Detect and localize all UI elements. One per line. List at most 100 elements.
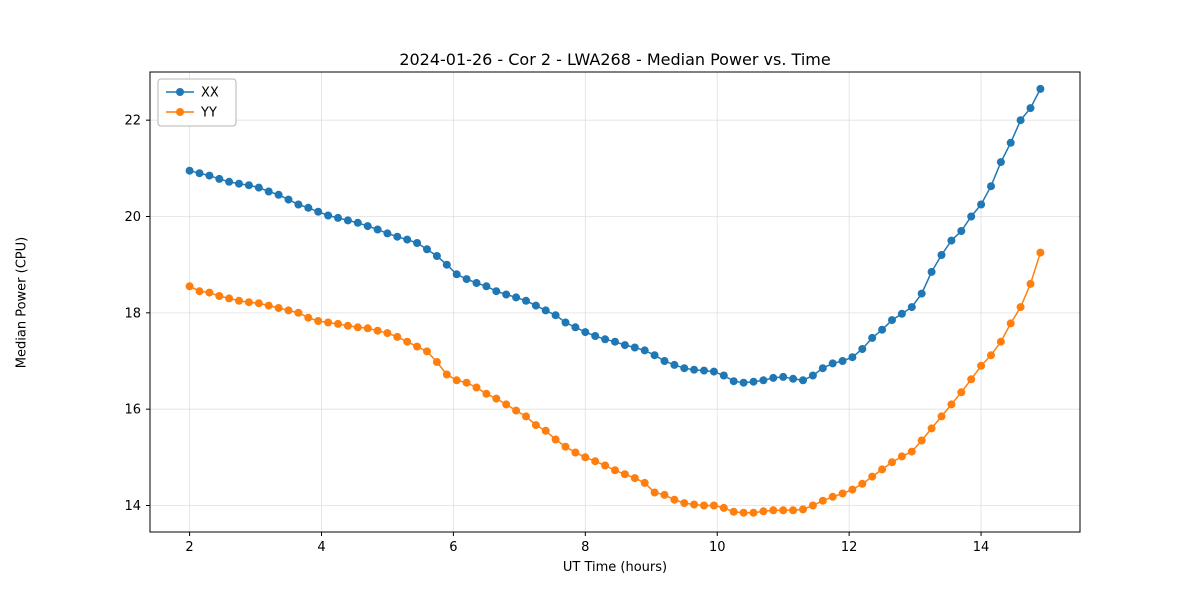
series-yy-point [482,389,491,398]
series-yy-point [700,501,708,510]
series-yy-point [304,313,313,322]
series-yy-point [878,465,887,474]
series-xx-point [601,335,610,344]
legend-box [157,78,237,127]
series-yy-point [749,508,758,517]
series-yy-point [343,321,352,330]
series-yy-point [799,505,807,514]
series-xx-point [789,374,798,383]
series-yy-point [838,489,847,498]
series-yy-point [423,347,431,356]
series-yy-point [848,485,857,494]
series-xx-point [294,200,303,209]
series-xx-point [195,169,204,178]
series-xx-point [917,289,926,298]
series-yy-point [324,318,333,327]
series-xx-point [630,343,639,352]
series-xx-point [235,179,243,188]
series-xx-point [947,236,956,245]
series-xx-point [442,260,451,269]
series-xx-point [215,174,224,183]
y-tick-label: 16 [124,403,141,418]
series-xx-point [264,187,273,196]
series-yy-point [967,375,976,384]
series-yy-point [195,287,204,296]
series-xx-point [927,267,936,276]
series-yy-point [284,306,293,315]
x-tick-label: 2 [185,540,193,555]
series-yy-point [868,472,877,481]
series-xx-point [660,357,669,365]
series-xx-point [620,341,629,350]
series-xx-point [423,245,431,254]
series-xx-point [462,275,471,284]
series-yy-point [670,495,679,504]
series-xx-point [828,359,837,368]
series-yy-point [561,442,570,451]
series-xx-point [640,346,649,355]
series-yy-point [927,424,936,433]
series-yy-point [828,492,837,501]
series-xx-point [541,306,550,315]
series-yy-point [917,436,926,445]
series-yy-point [334,319,342,328]
series-xx-point [373,225,382,234]
series-xx-point [719,371,728,380]
series-xx-point [1006,138,1015,147]
legend-label: YY [200,106,217,121]
series-xx-point [907,303,916,312]
series-xx-point [512,293,521,302]
y-tick-label: 22 [124,114,141,129]
series-yy-point [779,506,788,515]
series-yy-point [205,288,214,297]
series-xx-point [937,251,946,259]
series-xx-point [472,279,481,287]
series-yy-point [660,490,669,499]
legend-marker [176,88,184,96]
series-xx-point [670,360,679,369]
series-yy-point [897,452,906,461]
x-axis-label: UT Time (hours) [562,560,668,575]
series-yy-point [531,421,540,430]
series-xx-point [967,212,976,221]
series-yy-point [650,488,659,497]
series-yy-point [611,466,619,475]
series-xx-point [561,318,570,327]
x-tick-label: 14 [973,540,990,555]
series-xx-point [591,332,600,340]
series-yy-point [522,412,530,421]
series-xx-point [581,328,590,337]
x-tick-label: 8 [581,540,589,555]
series-yy-point [601,461,610,470]
series-xx-point [611,337,619,346]
series-xx-point [1016,116,1025,125]
series-xx-point [185,166,194,175]
series-yy-point [235,296,243,305]
series-yy-point [709,501,718,510]
plot-border [149,71,1081,533]
series-yy-point [215,292,224,300]
series-yy-point [294,308,303,317]
series-yy-point [977,361,986,370]
series-xx-point [987,182,995,191]
series-yy-point [690,500,699,509]
series-xx-point [244,181,253,190]
series-yy-point [393,332,402,341]
series-yy-point [729,507,738,516]
series-xx-point [1036,84,1045,93]
series-xx-point [522,296,530,305]
series-xx-point [739,378,748,387]
series-yy-point [264,301,273,310]
series-yy-point [818,496,827,505]
series-xx-point [393,232,402,241]
series-yy-point [314,317,323,325]
series-yy-point [1016,303,1025,312]
series-yy-point [769,506,778,515]
series-yy-point [719,503,728,512]
series-yy-point [512,406,521,415]
series-yy-point [591,457,600,466]
series-yy-point [254,299,263,308]
series-yy-point [947,400,956,409]
series-xx-point [413,239,422,247]
